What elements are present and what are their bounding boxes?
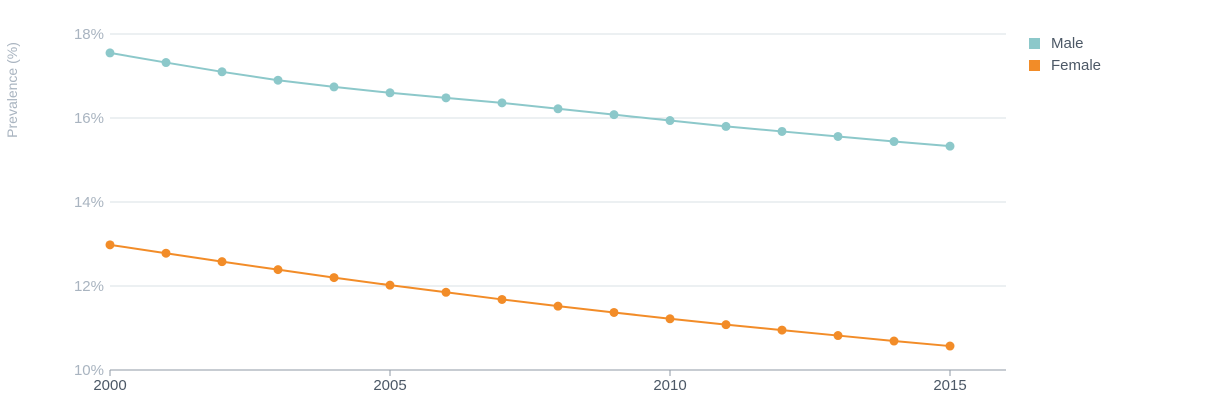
data-point-female [441, 287, 451, 297]
data-point-male [889, 137, 899, 147]
data-point-male [553, 104, 563, 114]
data-point-female [273, 265, 283, 275]
data-point-female [777, 325, 787, 335]
y-tick-label: 18% [74, 26, 104, 43]
label-layer: 10% 12% 14% 16% 18% 2000 2005 2010 2015 [74, 26, 967, 394]
data-point-male [217, 67, 227, 77]
data-point-female [833, 331, 843, 341]
y-tick-label: 16% [74, 110, 104, 127]
legend-label-female: Female [1051, 57, 1101, 74]
data-point-male [609, 110, 619, 120]
grid-layer [110, 33, 1006, 287]
series-line-female [109, 243, 951, 348]
data-point-female [161, 248, 171, 258]
data-point-female [889, 336, 899, 346]
legend: Male Female [1029, 35, 1101, 74]
data-point-female [217, 257, 227, 267]
x-tick-label: 2010 [653, 377, 686, 394]
data-point-female [553, 301, 563, 311]
data-point-male [273, 75, 283, 85]
data-point-male [497, 98, 507, 108]
data-point-male [441, 93, 451, 103]
y-tick-label: 12% [74, 278, 104, 295]
data-point-female [329, 273, 339, 283]
data-point-female [105, 240, 115, 250]
data-point-male [385, 88, 395, 98]
data-point-male [329, 82, 339, 92]
data-point-female [385, 280, 395, 290]
series-layer [105, 48, 955, 351]
data-point-female [497, 294, 507, 304]
x-tick-label: 2015 [933, 377, 966, 394]
y-axis-title: Prevalence (%) [4, 42, 20, 138]
axis-layer [109, 369, 1006, 376]
legend-label-male: Male [1051, 35, 1084, 52]
y-tick-label: 10% [74, 362, 104, 379]
data-point-female [665, 314, 675, 324]
data-point-male [945, 141, 955, 151]
legend-swatch-female [1029, 60, 1040, 71]
series-line-male [109, 51, 951, 148]
y-tick-label: 14% [74, 194, 104, 211]
data-point-male [665, 116, 675, 126]
x-tick-label: 2005 [373, 377, 406, 394]
data-point-female [945, 341, 955, 351]
data-point-male [105, 48, 115, 58]
data-point-male [777, 126, 787, 136]
data-point-female [609, 307, 619, 317]
data-point-male [833, 131, 843, 141]
data-point-male [721, 121, 731, 131]
legend-swatch-male [1029, 38, 1040, 49]
x-tick-label: 2000 [93, 377, 126, 394]
data-point-male [161, 58, 171, 68]
data-point-female [721, 320, 731, 330]
